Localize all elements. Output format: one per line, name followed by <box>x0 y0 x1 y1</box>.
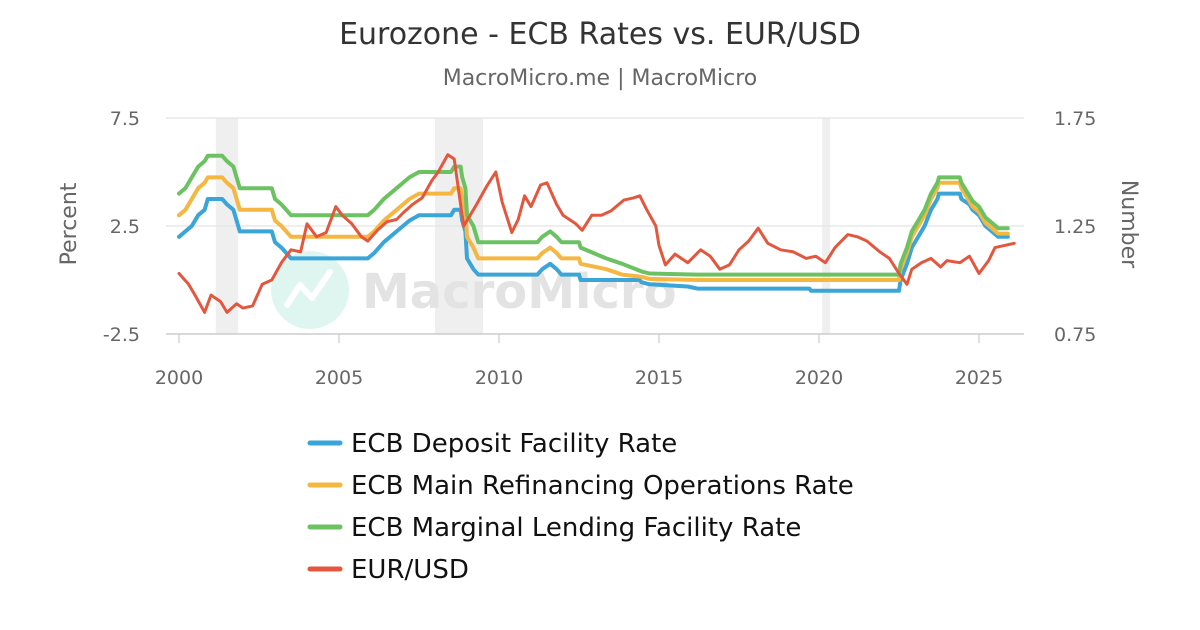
x-tick-label: 2005 <box>315 367 363 389</box>
series-line-eur-usd <box>177 153 1016 314</box>
x-tick-label: 2020 <box>795 367 843 389</box>
x-axis-ticks: 2000 2005 2010 2015 2020 2025 <box>155 334 1003 389</box>
chart-subtitle: MacroMicro.me | MacroMicro <box>443 66 758 91</box>
grid-lines <box>166 117 1024 227</box>
y-left-tick-label: 2.5 <box>110 216 140 238</box>
x-tick-label: 2015 <box>635 367 683 389</box>
y-axis-right-title: Number <box>1116 180 1141 269</box>
x-tick-label: 2025 <box>955 367 1003 389</box>
watermark-trend-icon <box>284 269 333 308</box>
series-line-ecb-main-refinancing-operations-rate <box>177 175 1010 282</box>
series-line-ecb-deposit-facility-rate <box>177 191 1010 293</box>
y-left-tick-label: -2.5 <box>103 324 140 346</box>
series-lines <box>177 153 1016 314</box>
chart-title: Eurozone - ECB Rates vs. EUR/USD <box>339 17 861 52</box>
legend-label-ecb-marginal-lending-facility-rate: ECB Marginal Lending Facility Rate <box>351 513 801 543</box>
watermark-text: MacroMicro <box>362 264 677 320</box>
y-axis-right-ticks: 1.75 1.25 0.75 <box>1054 108 1096 346</box>
y-right-tick-label: 1.75 <box>1054 108 1096 130</box>
legend-label-ecb-deposit-facility-rate: ECB Deposit Facility Rate <box>351 429 677 459</box>
y-right-tick-label: 0.75 <box>1054 324 1096 346</box>
series-line-ecb-marginal-lending-facility-rate <box>177 153 1010 277</box>
x-tick-label: 2000 <box>155 367 203 389</box>
legend-label-ecb-main-refinancing-operations-rate: ECB Main Refinancing Operations Rate <box>351 471 854 501</box>
y-axis-left-title: Percent <box>57 182 82 265</box>
y-axis-left-ticks: 7.5 2.5 -2.5 <box>103 108 140 346</box>
legend: ECB Deposit Facility Rate ECB Main Refina… <box>307 429 854 585</box>
legend-label-eur-usd: EUR/USD <box>351 555 469 585</box>
y-left-tick-label: 7.5 <box>110 108 140 130</box>
x-tick-label: 2010 <box>475 367 523 389</box>
y-right-tick-label: 1.25 <box>1054 216 1096 238</box>
